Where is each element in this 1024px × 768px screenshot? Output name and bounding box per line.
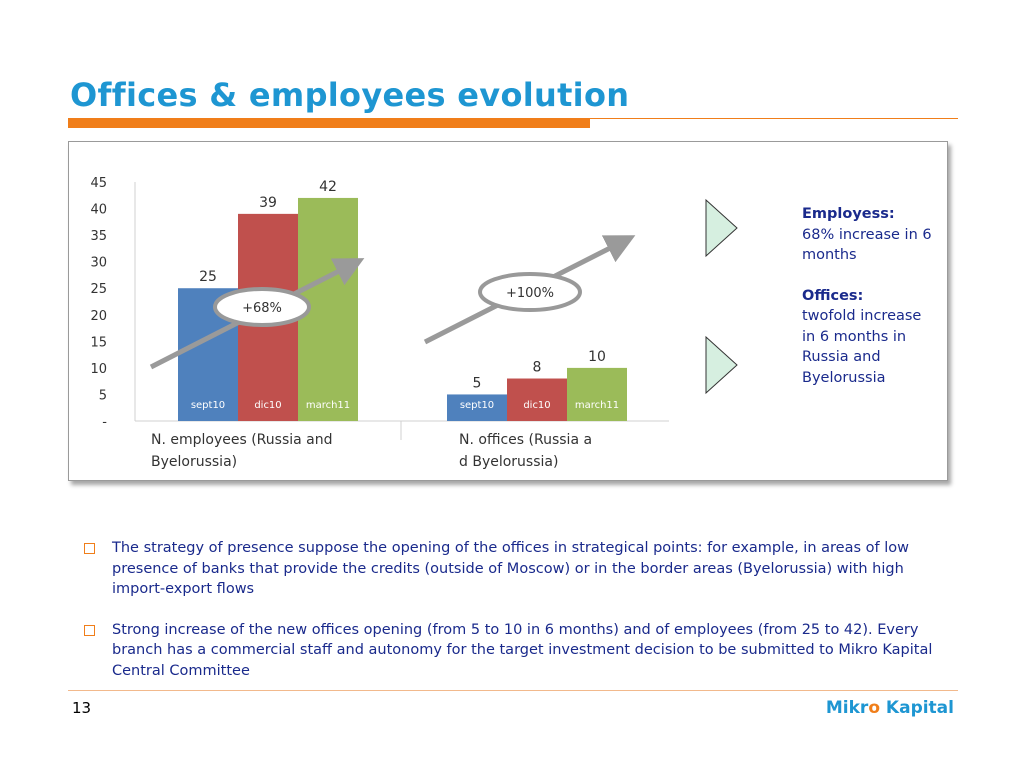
y-tick-label: 15 — [90, 335, 107, 350]
chart-panel: - 5 10 15 20 25 30 35 40 45 N. employees (Russia a… — [68, 141, 948, 481]
growth-label: +68% — [242, 301, 282, 316]
brand-part2: Kapital — [880, 698, 954, 718]
bar — [507, 378, 567, 421]
y-tick-label: - — [102, 415, 107, 430]
category-label: march11 — [306, 400, 350, 411]
data-label: 25 — [199, 269, 217, 285]
bar — [567, 367, 627, 421]
employees-arrow-icon — [705, 198, 738, 258]
bar — [447, 394, 507, 421]
x-axis-label-line: N. employees (Russia and — [151, 432, 333, 448]
bar-charts: - 5 10 15 20 25 30 35 40 45 N. employees (Russia a… — [90, 176, 738, 470]
data-label: 5 — [473, 375, 482, 391]
bullet-list: The strategy of presence suppose the ope… — [84, 538, 954, 701]
category-label: dic10 — [523, 400, 550, 411]
y-tick-label: 35 — [90, 229, 107, 244]
bullet-item: Strong increase of the new offices openi… — [84, 620, 954, 682]
bullet-text: Strong increase of the new offices openi… — [112, 621, 933, 679]
x-axis-label-line: d Byelorussia) — [459, 454, 558, 470]
data-label: 10 — [588, 349, 606, 365]
side-notes: Employess: 68% increase in 6 months Offi… — [802, 204, 932, 388]
page-number: 13 — [72, 699, 92, 717]
category-label: march11 — [575, 400, 619, 411]
data-label: 42 — [319, 179, 337, 195]
title-underline-orange — [68, 118, 590, 128]
y-tick-label: 20 — [90, 309, 107, 324]
offices-arrow-icon — [705, 335, 738, 395]
brand-logo-text: Mikro Kapital — [826, 698, 954, 718]
category-label: sept10 — [191, 400, 225, 411]
bullet-text: The strategy of presence suppose the ope… — [112, 540, 909, 597]
bullet-item: The strategy of presence suppose the ope… — [84, 538, 954, 600]
growth-badge — [478, 272, 582, 312]
growth-label: +100% — [506, 286, 554, 301]
offices-text: twofold increase in 6 months in Russia a… — [802, 308, 922, 386]
y-tick-label: 40 — [90, 203, 107, 218]
y-tick-label: 30 — [90, 256, 107, 271]
x-axis-label-line: Byelorussia) — [151, 454, 237, 470]
employees-text: 68% increase in 6 months — [802, 226, 932, 264]
data-label: 39 — [259, 195, 277, 211]
category-label: dic10 — [254, 400, 281, 411]
brand-part1: Mikr — [825, 698, 869, 718]
x-axis-label-line: N. offices (Russia a — [459, 432, 592, 448]
bullet-square-icon — [84, 543, 95, 554]
title-underline-line — [590, 118, 958, 119]
y-tick-label: 45 — [90, 176, 107, 191]
category-label: sept10 — [460, 400, 494, 411]
growth-badge — [213, 287, 311, 327]
employees-heading: Employess: — [802, 206, 895, 222]
y-tick-label: 10 — [90, 362, 107, 377]
y-tick-label: 5 — [99, 388, 107, 403]
footer-divider — [68, 690, 958, 691]
brand-highlight: o — [868, 698, 880, 718]
slide-title: Offices & employees evolution — [70, 76, 630, 114]
data-label: 8 — [533, 360, 542, 376]
y-tick-label: 25 — [90, 282, 107, 297]
bullet-square-icon — [84, 624, 95, 636]
offices-heading: Offices: — [802, 287, 864, 304]
